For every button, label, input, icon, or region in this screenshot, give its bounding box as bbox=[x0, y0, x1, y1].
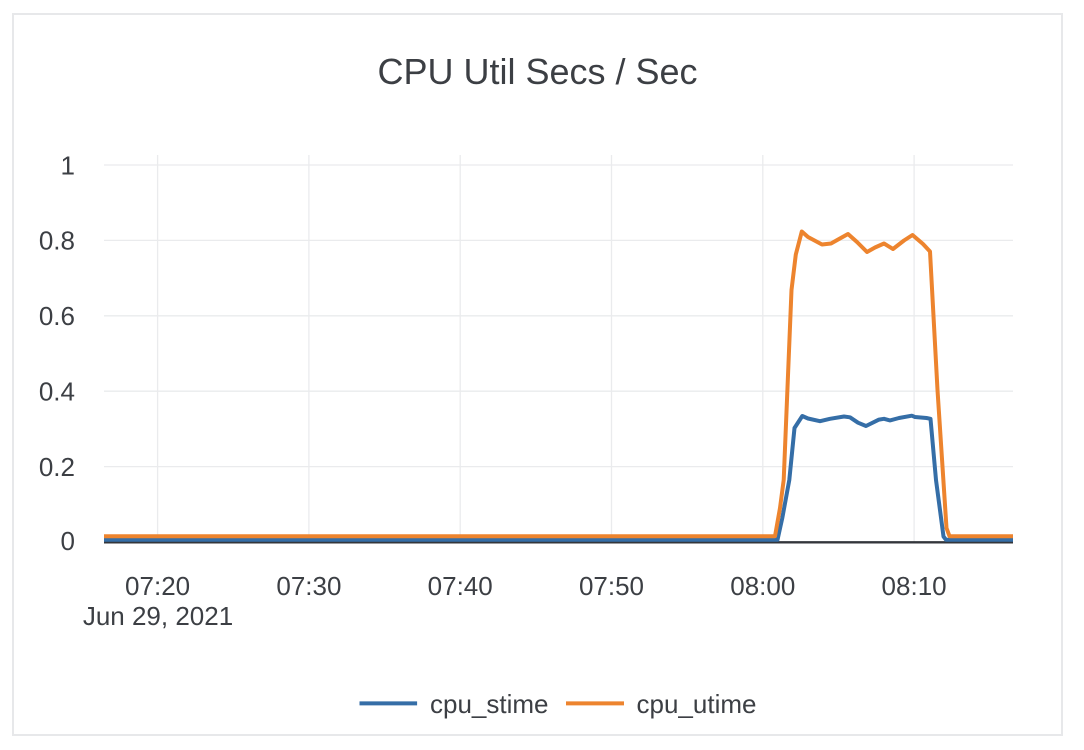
svg-text:08:00: 08:00 bbox=[730, 571, 795, 601]
svg-text:0.8: 0.8 bbox=[39, 226, 75, 256]
svg-text:0: 0 bbox=[61, 526, 75, 556]
svg-text:07:40: 07:40 bbox=[428, 571, 493, 601]
svg-text:0.6: 0.6 bbox=[39, 301, 75, 331]
svg-text:07:50: 07:50 bbox=[579, 571, 644, 601]
svg-text:Jun 29, 2021: Jun 29, 2021 bbox=[83, 601, 233, 631]
svg-text:cpu_stime: cpu_stime bbox=[430, 689, 549, 719]
svg-text:0.2: 0.2 bbox=[39, 452, 75, 482]
svg-text:cpu_utime: cpu_utime bbox=[637, 689, 757, 719]
svg-text:07:20: 07:20 bbox=[125, 571, 190, 601]
svg-text:08:10: 08:10 bbox=[882, 571, 947, 601]
svg-text:CPU Util Secs / Sec: CPU Util Secs / Sec bbox=[377, 51, 697, 92]
svg-text:0.4: 0.4 bbox=[39, 377, 75, 407]
svg-text:07:30: 07:30 bbox=[276, 571, 341, 601]
svg-text:1: 1 bbox=[61, 150, 75, 180]
